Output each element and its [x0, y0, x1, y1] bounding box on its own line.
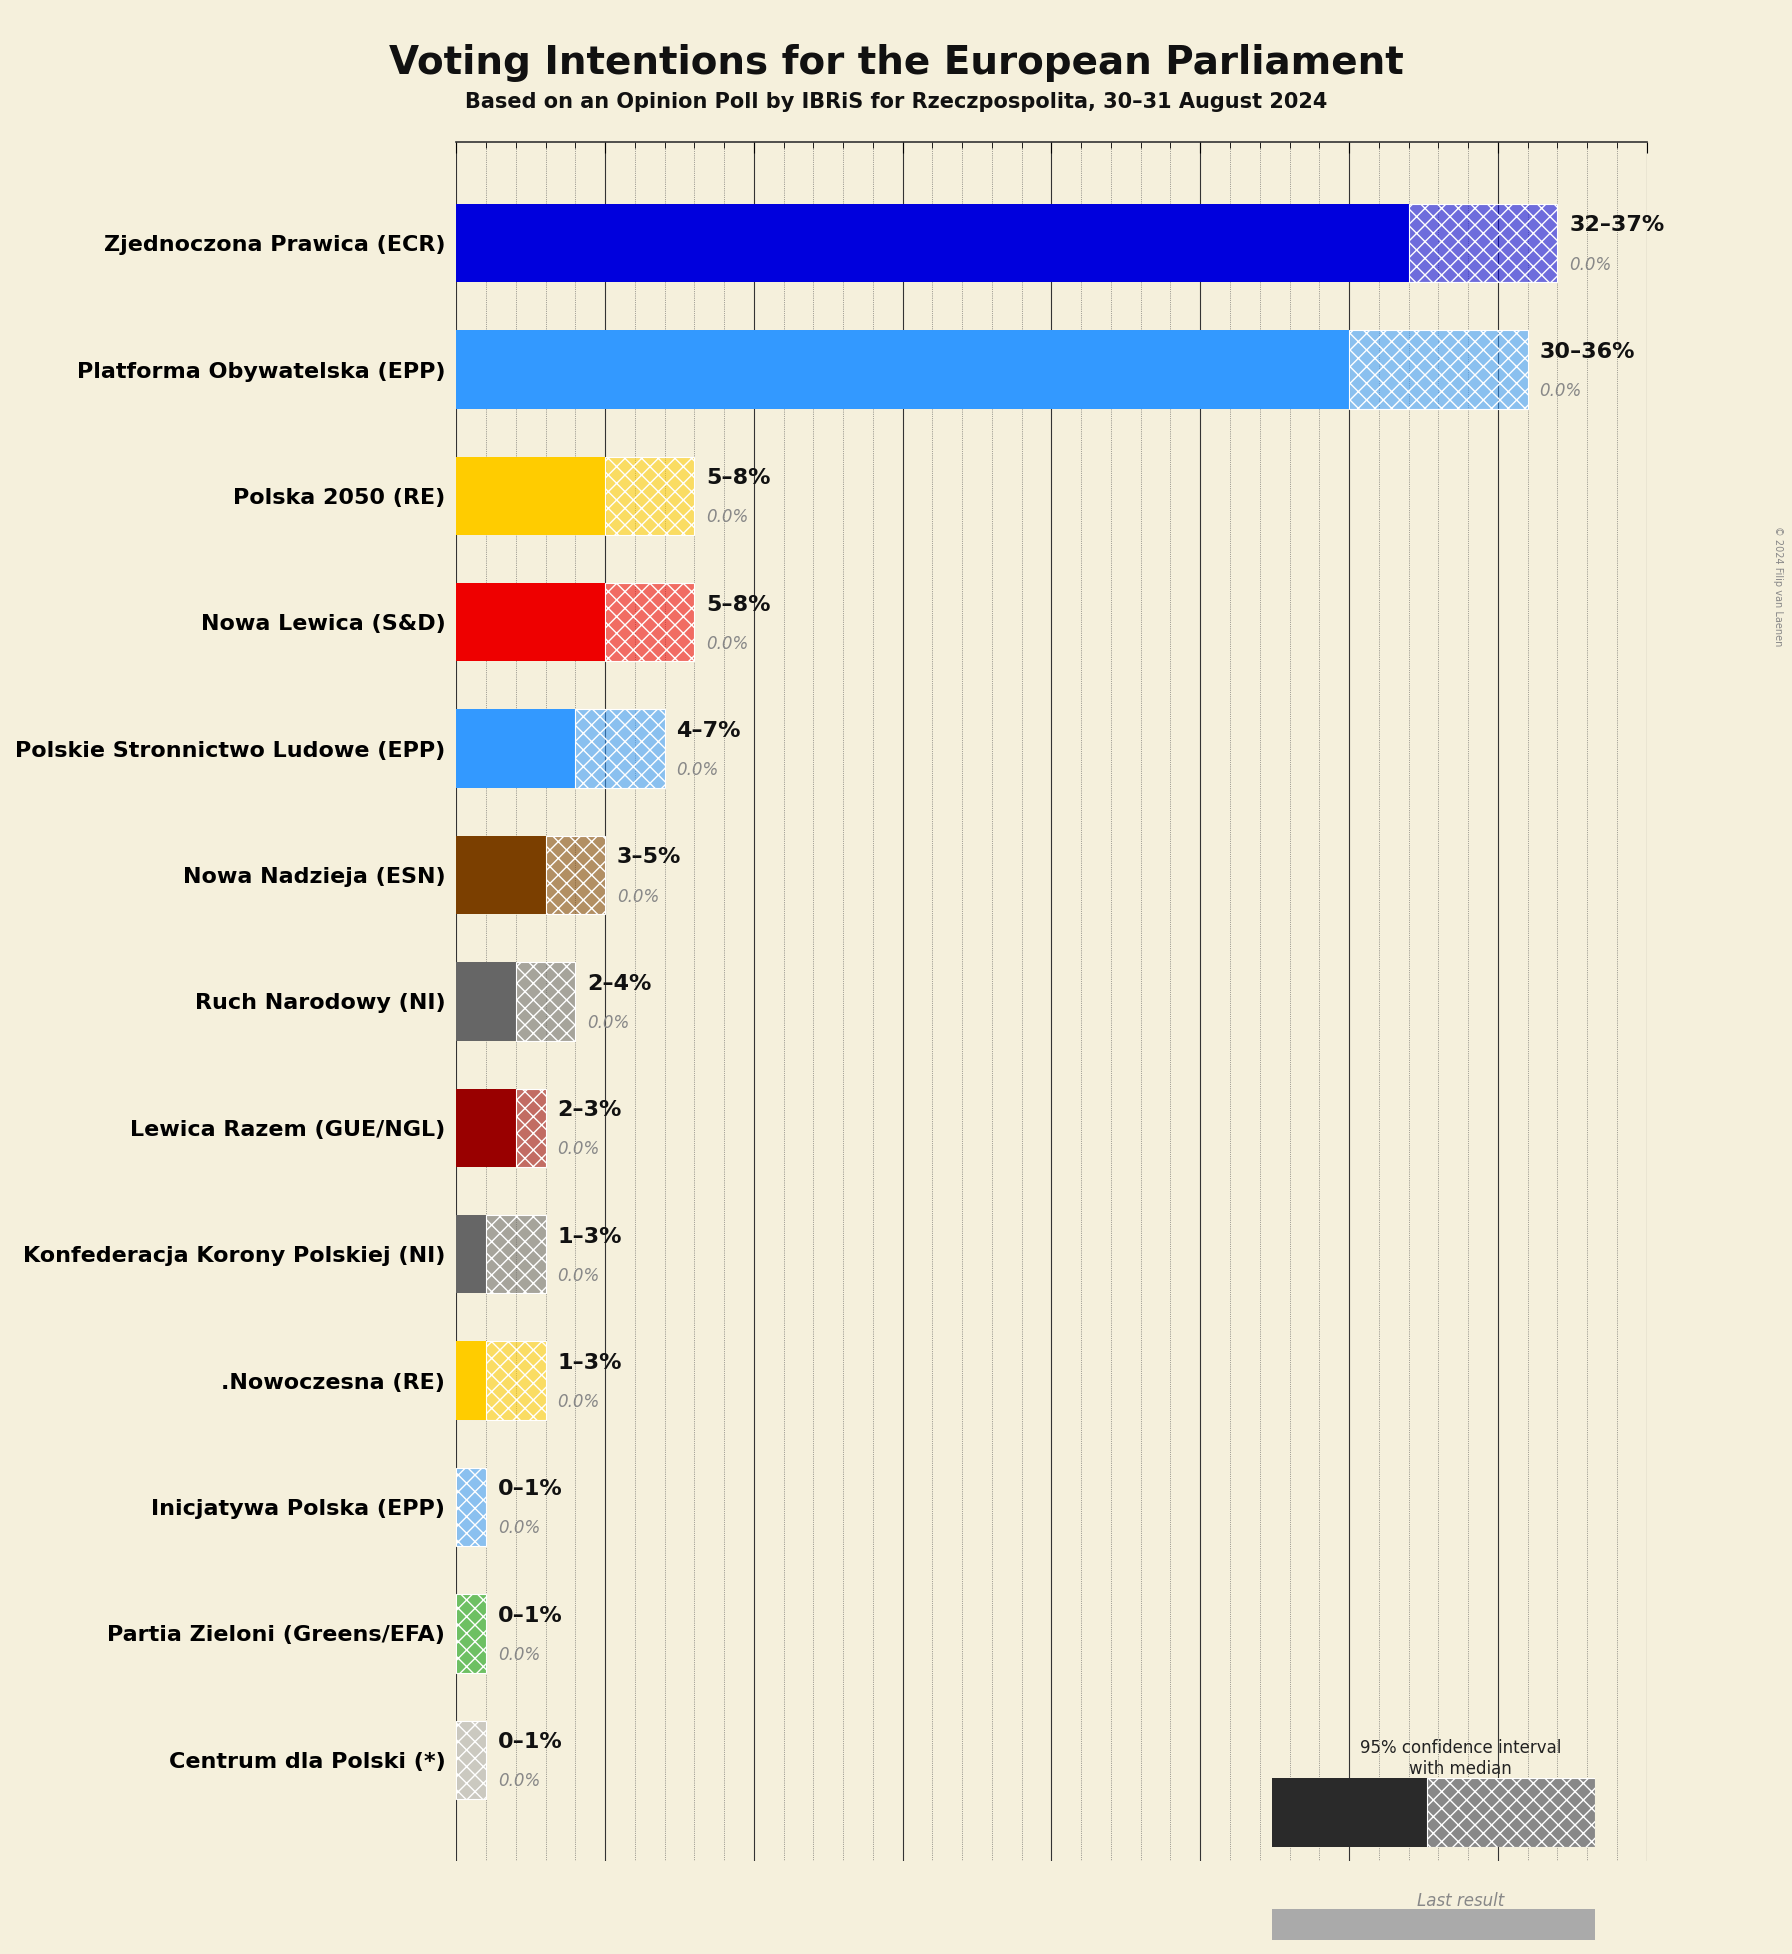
Bar [457, 1340, 486, 1421]
Text: 0.0%: 0.0% [706, 635, 749, 653]
Bar [1426, 1778, 1595, 1847]
Text: 0.0%: 0.0% [498, 1520, 539, 1538]
Bar [457, 203, 1409, 281]
Text: 0.0%: 0.0% [1539, 381, 1582, 401]
Text: 0.0%: 0.0% [588, 1014, 629, 1032]
Bar [457, 457, 606, 535]
Text: 32–37%: 32–37% [1570, 215, 1665, 234]
Text: 0–1%: 0–1% [498, 1606, 563, 1626]
Bar [457, 1088, 516, 1167]
Text: 2–4%: 2–4% [588, 973, 652, 995]
Bar [486, 1215, 545, 1294]
Bar [1349, 330, 1527, 408]
Bar [516, 1088, 545, 1167]
Bar [516, 961, 575, 1041]
Bar [457, 836, 545, 914]
Bar [516, 961, 575, 1041]
Bar [545, 836, 606, 914]
Text: Voting Intentions for the European Parliament: Voting Intentions for the European Parli… [389, 43, 1403, 82]
Bar [606, 582, 695, 662]
Text: 0–1%: 0–1% [498, 1479, 563, 1499]
Bar [457, 1215, 486, 1294]
Bar [1409, 203, 1557, 281]
Bar [1349, 330, 1527, 408]
Text: 4–7%: 4–7% [677, 721, 742, 741]
Text: 0–1%: 0–1% [498, 1731, 563, 1753]
Bar [606, 582, 695, 662]
Bar [606, 457, 695, 535]
Text: 95% confidence interval
with median: 95% confidence interval with median [1360, 1739, 1561, 1778]
Bar [606, 457, 695, 535]
Bar [575, 709, 665, 787]
Text: 0.0%: 0.0% [616, 887, 659, 905]
Bar [457, 1594, 486, 1673]
Bar [1409, 203, 1557, 281]
Bar [575, 709, 665, 787]
Text: 0.0%: 0.0% [677, 762, 719, 780]
Text: 0.0%: 0.0% [557, 1266, 600, 1284]
Bar [486, 1215, 545, 1294]
Text: 0.0%: 0.0% [557, 1141, 600, 1159]
Bar [457, 1467, 486, 1546]
Text: 3–5%: 3–5% [616, 848, 681, 868]
Bar [486, 1340, 545, 1421]
Text: Last result: Last result [1417, 1891, 1503, 1911]
Bar [457, 1721, 486, 1800]
Text: 5–8%: 5–8% [706, 594, 771, 616]
Bar [457, 582, 606, 662]
Bar [457, 330, 1349, 408]
Text: 5–8%: 5–8% [706, 469, 771, 488]
Text: 30–36%: 30–36% [1539, 342, 1634, 361]
Text: © 2024 Filip van Laenen: © 2024 Filip van Laenen [1772, 526, 1783, 647]
Bar [457, 709, 575, 787]
Bar [516, 1088, 545, 1167]
Text: 0.0%: 0.0% [1570, 256, 1611, 274]
Text: 0.0%: 0.0% [498, 1645, 539, 1665]
Text: 0.0%: 0.0% [557, 1393, 600, 1411]
Bar [545, 836, 606, 914]
Bar [1272, 1778, 1426, 1847]
Bar [457, 961, 516, 1041]
Bar [486, 1340, 545, 1421]
Text: 0.0%: 0.0% [706, 508, 749, 526]
Text: 1–3%: 1–3% [557, 1352, 622, 1374]
Text: 0.0%: 0.0% [498, 1772, 539, 1790]
Text: 1–3%: 1–3% [557, 1227, 622, 1247]
Bar [457, 1721, 486, 1800]
Bar [457, 1467, 486, 1546]
Bar [457, 1594, 486, 1673]
Text: 2–3%: 2–3% [557, 1100, 622, 1120]
Text: Based on an Opinion Poll by IBRiS for Rzeczpospolita, 30–31 August 2024: Based on an Opinion Poll by IBRiS for Rz… [464, 92, 1328, 111]
Bar [1426, 1778, 1595, 1847]
